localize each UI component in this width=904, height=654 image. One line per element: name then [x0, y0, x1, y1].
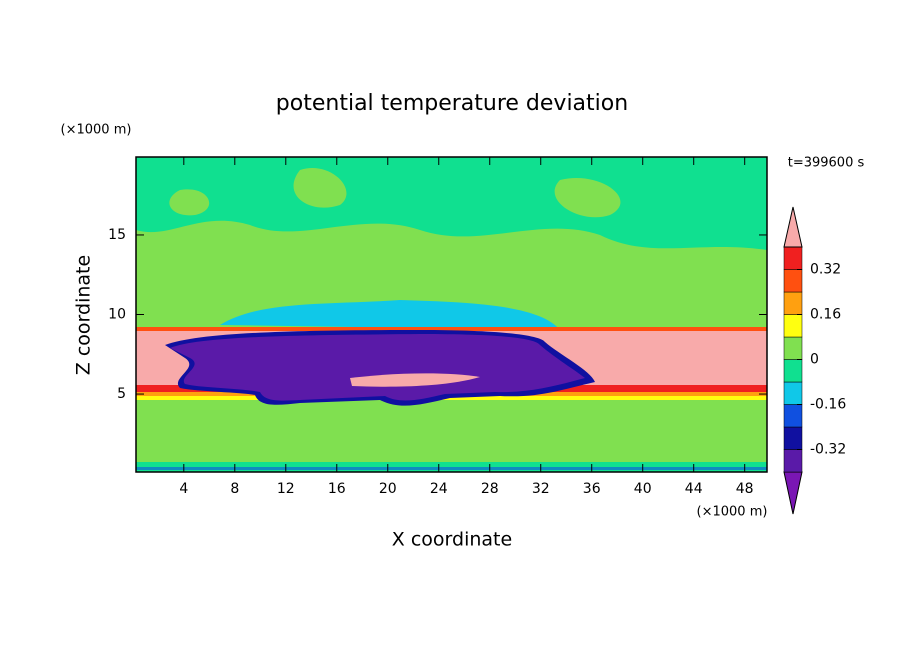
x-tick-label: 20 — [379, 481, 397, 497]
colorbar-box — [783, 336, 803, 360]
x-tick-label: 16 — [328, 481, 346, 497]
y-unit: (×1000 m) — [61, 123, 132, 138]
y-tick-label: 5 — [117, 386, 126, 402]
x-tick-label: 4 — [179, 481, 188, 497]
x-tick-label: 32 — [532, 481, 550, 497]
colorbar-box — [783, 381, 803, 405]
field-yellow-stripe — [136, 396, 767, 400]
colorbar-box — [783, 426, 803, 450]
contour-field — [136, 157, 767, 472]
x-tick-label: 36 — [583, 481, 601, 497]
y-axis-label: Z coordinate — [73, 255, 95, 375]
colorbar-box — [783, 404, 803, 428]
field-upper-band — [136, 157, 767, 250]
x-tick-label: 48 — [736, 481, 754, 497]
field-surface-edge — [136, 467, 767, 470]
colorbar-box — [783, 359, 803, 383]
x-tick-label: 8 — [230, 481, 239, 497]
x-tick-label: 12 — [277, 481, 295, 497]
colorbar-box — [783, 291, 803, 315]
x-axis-label: X coordinate — [392, 529, 512, 551]
chart-title: potential temperature deviation — [276, 91, 628, 116]
field-cold-pool — [170, 334, 585, 401]
x-tick-label: 24 — [430, 481, 448, 497]
colorbar-box — [783, 314, 803, 338]
colorbar-low — [783, 471, 803, 515]
field-warm-edge — [136, 327, 767, 331]
colorbar-box — [783, 269, 803, 293]
x-tick-label: 28 — [481, 481, 499, 497]
colorbar-tick-label: 0.16 — [810, 307, 841, 323]
colorbar-tick-label: -0.32 — [810, 442, 846, 458]
colorbar-tick-label: -0.16 — [810, 397, 846, 413]
x-unit: (×1000 m) — [697, 505, 768, 520]
colorbar-high — [783, 206, 803, 248]
y-tick-label: 15 — [108, 227, 126, 243]
field-warm-intrusion — [350, 373, 480, 387]
y-tick-label: 10 — [108, 307, 126, 323]
time-label: t=399600 s — [788, 156, 865, 171]
x-tick-label: 44 — [685, 481, 703, 497]
field-patch — [169, 168, 621, 218]
colorbar-box — [783, 449, 803, 473]
colorbar-tick-label: 0.32 — [810, 262, 841, 278]
colorbar-box — [783, 246, 803, 270]
field-cool-band — [220, 300, 560, 330]
x-tick-label: 40 — [634, 481, 652, 497]
colorbar-tick-label: 0 — [810, 352, 819, 368]
